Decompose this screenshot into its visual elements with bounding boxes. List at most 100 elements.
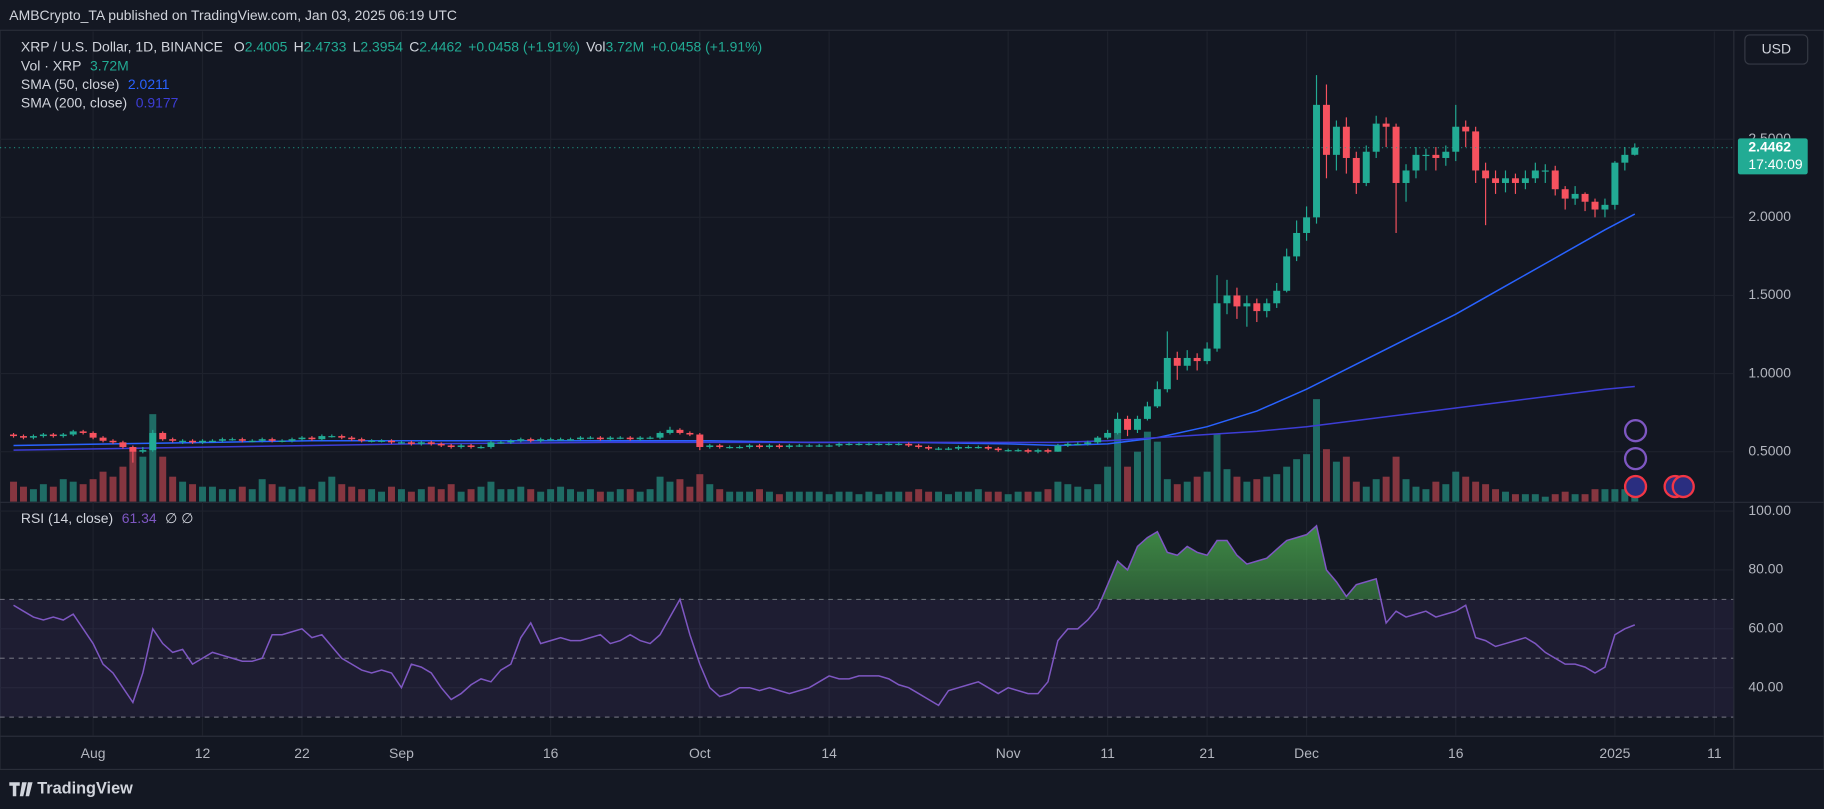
- candle-body: [1531, 170, 1539, 179]
- candle-body: [89, 432, 97, 438]
- candle-body: [596, 437, 604, 440]
- volume-bar: [79, 484, 87, 502]
- volume-bar: [1104, 466, 1112, 502]
- volume-bar: [1382, 476, 1390, 502]
- volume-bar: [407, 491, 415, 502]
- candle-body: [278, 440, 286, 442]
- volume-bar: [915, 489, 923, 502]
- ohlc-label: H: [294, 38, 304, 54]
- volume-bar: [875, 494, 883, 502]
- volume-bar: [159, 456, 167, 502]
- candle-body: [1601, 204, 1609, 210]
- event-icon[interactable]: [1623, 474, 1648, 499]
- sma-value: 2.0211: [128, 76, 170, 92]
- candle-body: [49, 434, 57, 437]
- grid: [0, 31, 1734, 736]
- volume-bar: [189, 484, 197, 502]
- event-icon[interactable]: [1623, 446, 1648, 471]
- candle-body: [1432, 154, 1440, 158]
- candle-body: [964, 447, 972, 449]
- volume-bar: [10, 481, 18, 502]
- volume-bar: [1422, 489, 1430, 502]
- volume-bar: [1621, 489, 1629, 502]
- candle-body: [775, 445, 783, 448]
- rsi-value: 61.34: [122, 510, 157, 526]
- candle-body: [149, 432, 157, 451]
- candle-body: [159, 432, 167, 440]
- volume-bar: [1412, 486, 1420, 502]
- volume-bar: [1432, 481, 1440, 502]
- volume-bar: [1133, 451, 1141, 502]
- volume-bar: [39, 484, 47, 502]
- candle-body: [328, 436, 336, 438]
- candle-body: [59, 434, 67, 437]
- volume-bar: [596, 491, 604, 502]
- candle-body: [1482, 170, 1490, 179]
- candle-body: [318, 436, 326, 440]
- volume-bar: [1163, 479, 1171, 502]
- volume-bar: [1253, 479, 1261, 502]
- rsi-line: [13, 524, 1636, 707]
- currency-button[interactable]: [1744, 34, 1809, 65]
- candle-body: [935, 448, 943, 450]
- candle-body: [1313, 104, 1320, 218]
- candle-body: [1342, 126, 1350, 158]
- candle-body: [1024, 450, 1032, 452]
- x-tick-label: 16: [1448, 745, 1464, 761]
- countdown: 17:40:09: [1748, 156, 1803, 172]
- candle-body: [258, 439, 266, 441]
- event-icon[interactable]: [1623, 419, 1648, 443]
- volume-bar: [925, 491, 933, 502]
- volume-bar: [199, 486, 206, 502]
- candle-body: [1054, 445, 1062, 452]
- volume-bar: [716, 489, 724, 502]
- volume-bar: [59, 479, 67, 502]
- event-icon[interactable]: [1671, 474, 1695, 499]
- volume-bar: [447, 484, 455, 502]
- candle-body: [845, 443, 853, 446]
- candle-body: [706, 445, 714, 448]
- candle-body: [447, 445, 455, 448]
- candle-layer: [10, 75, 1639, 463]
- volume-bar: [487, 481, 495, 502]
- volume-bar: [1322, 449, 1330, 502]
- volume-bar: [1283, 466, 1291, 502]
- candle-body: [298, 437, 306, 440]
- legend-sma50: SMA (50, close) 2.0211: [21, 76, 170, 92]
- candle-body: [338, 436, 346, 438]
- volume-bar: [348, 486, 356, 502]
- volume-bar: [248, 489, 256, 502]
- volume-bar: [1492, 489, 1500, 502]
- volume-bar: [507, 489, 515, 502]
- volume-bar: [666, 481, 674, 502]
- rsi-tick-label: 60.00: [1748, 620, 1783, 636]
- volume-bar: [1173, 484, 1181, 502]
- ohlc-value: 2.3954: [360, 38, 403, 54]
- volume-bar: [736, 491, 744, 502]
- last-price-box: [1737, 138, 1808, 175]
- candle-body: [79, 431, 87, 433]
- currency[interactable]: USD: [1762, 41, 1791, 57]
- candle-body: [1213, 303, 1221, 349]
- volume-bar: [616, 489, 624, 502]
- candle-body: [1193, 357, 1201, 362]
- volume-layer: [10, 399, 1639, 502]
- candle-body: [646, 437, 654, 439]
- sma-value: 0.9177: [136, 94, 179, 110]
- volume-bar: [1551, 494, 1559, 502]
- candle-body: [1133, 418, 1141, 430]
- legend-main: XRP / U.S. Dollar, 1D, BINANCE O2.4005 H…: [21, 38, 762, 54]
- volume-bar: [1064, 484, 1072, 502]
- sma-line: [13, 213, 1636, 447]
- volume-bar: [358, 489, 366, 502]
- volume-bar: [785, 491, 793, 502]
- x-tick-label: 14: [821, 745, 837, 761]
- candle-body: [39, 434, 47, 437]
- volume-bar: [1392, 456, 1400, 502]
- volume-bar: [179, 481, 187, 502]
- candle-body: [69, 431, 77, 435]
- candle-body: [1472, 131, 1480, 171]
- volume-bar: [1094, 484, 1102, 502]
- legend-rsi: RSI (14, close) 61.34 ∅ ∅: [21, 510, 193, 526]
- rsi-pane: [0, 524, 1734, 718]
